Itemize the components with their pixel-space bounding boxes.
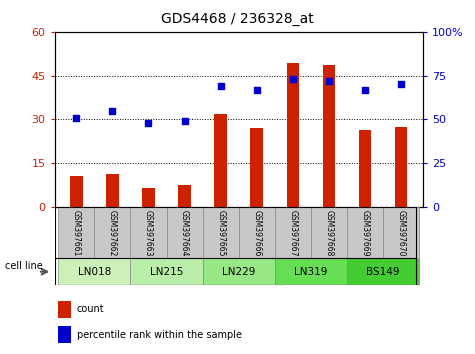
Text: GDS4468 / 236328_at: GDS4468 / 236328_at	[161, 12, 314, 27]
Bar	[239, 207, 275, 258]
Bar	[106, 173, 119, 207]
Text: LN229: LN229	[222, 267, 256, 277]
Point	[181, 118, 189, 124]
Point	[73, 115, 80, 121]
Bar	[203, 258, 275, 285]
Bar	[167, 207, 203, 258]
Point	[217, 83, 225, 89]
Text: GSM397666: GSM397666	[252, 210, 261, 256]
Bar	[395, 127, 408, 207]
Bar	[214, 114, 227, 207]
Bar	[311, 207, 347, 258]
Bar	[178, 185, 191, 207]
Bar	[131, 258, 203, 285]
Text: GSM397664: GSM397664	[180, 210, 189, 256]
Text: BS149: BS149	[366, 267, 400, 277]
Text: LN319: LN319	[294, 267, 328, 277]
Text: LN018: LN018	[78, 267, 111, 277]
Text: count: count	[77, 304, 104, 314]
Bar	[58, 258, 131, 285]
Text: percentile rank within the sample: percentile rank within the sample	[77, 330, 242, 339]
Text: GSM397670: GSM397670	[397, 210, 406, 256]
Point	[145, 120, 152, 126]
Bar	[131, 207, 167, 258]
Text: GSM397665: GSM397665	[216, 210, 225, 256]
Bar	[70, 176, 83, 207]
Bar	[275, 207, 311, 258]
Point	[289, 76, 296, 82]
Bar	[347, 258, 419, 285]
Bar	[95, 207, 131, 258]
Text: cell line: cell line	[5, 261, 42, 272]
Bar	[250, 128, 263, 207]
Bar	[58, 207, 95, 258]
Text: GSM397669: GSM397669	[361, 210, 370, 256]
Bar	[323, 65, 335, 207]
Bar	[58, 301, 71, 318]
Bar	[142, 188, 155, 207]
Bar	[286, 63, 299, 207]
Bar	[275, 258, 347, 285]
Point	[325, 78, 332, 84]
Text: GSM397661: GSM397661	[72, 210, 81, 256]
Point	[109, 108, 116, 114]
Point	[361, 87, 369, 92]
Text: GSM397668: GSM397668	[324, 210, 333, 256]
Bar	[203, 207, 239, 258]
Point	[397, 81, 405, 87]
Bar	[347, 207, 383, 258]
Text: GSM397667: GSM397667	[288, 210, 297, 256]
Text: GSM397662: GSM397662	[108, 210, 117, 256]
Text: GSM397663: GSM397663	[144, 210, 153, 256]
Bar	[359, 130, 371, 207]
Point	[253, 87, 260, 92]
Bar	[383, 207, 419, 258]
Text: LN215: LN215	[150, 267, 183, 277]
Bar	[58, 326, 71, 343]
